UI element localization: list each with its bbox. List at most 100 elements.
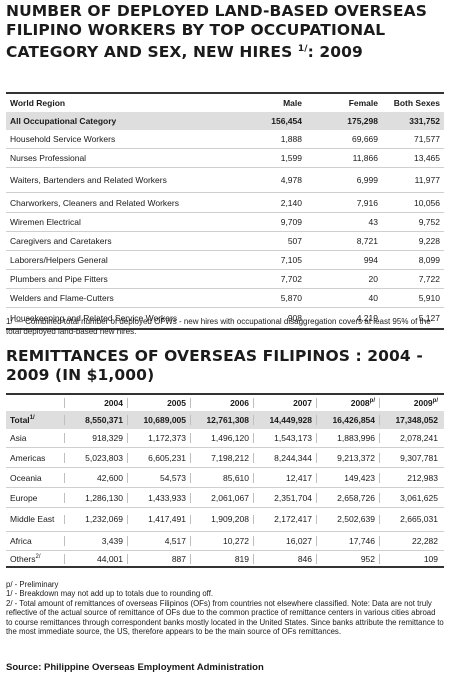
row-label: Welders and Flame-Cutters: [10, 293, 114, 303]
row-male: 9,709: [280, 217, 302, 227]
cell-value: 3,439: [64, 536, 127, 546]
total-value: 12,761,308: [190, 415, 253, 425]
row-label: Wiremen Electrical: [10, 217, 81, 227]
table-row: Wiremen Electrical 9,709 43 9,752: [6, 213, 444, 232]
table1-footnote: 1/ — Combined total number of deployed O…: [6, 317, 431, 336]
note-others: 2/ - Total amount of remittances of over…: [6, 598, 444, 637]
row-male: 7,105: [280, 255, 302, 265]
cell-value: 54,573: [127, 472, 190, 483]
others-footnote-mark: 2/: [35, 553, 41, 560]
cell-value: 2,172,417: [253, 515, 316, 524]
table-row: Waiters, Bartenders and Related Workers 4…: [6, 168, 444, 193]
year-label: 2007: [293, 398, 312, 408]
table2-title: REMITTANCES OF OVERSEAS FILIPINOS : 2004…: [6, 347, 423, 384]
cell-value: 846: [253, 553, 316, 564]
table-row: Household Service Workers 1,888 69,669 71,5…: [6, 130, 444, 149]
row-both: 9,228: [418, 236, 440, 246]
row-both: 5,910: [418, 293, 440, 303]
row-label: Charworkers, Cleaners and Related Worker…: [10, 197, 179, 208]
cell-value: 1,496,120: [190, 433, 253, 443]
cell-value: 5,023,803: [64, 452, 127, 463]
year-footnote-mark: p/: [369, 398, 375, 405]
region-label: Africa: [10, 536, 32, 546]
year-label: 2009: [413, 398, 433, 408]
row-female: 994: [363, 255, 378, 265]
row-male: 7,702: [280, 274, 302, 284]
row-female: 6,999: [356, 175, 378, 185]
header-year: 2008p/: [316, 398, 379, 408]
row-label: Plumbers and Pipe Fitters: [10, 274, 108, 284]
row-female: 4,219: [356, 313, 378, 323]
table1-header-row: World Region Male Female Both Sexes: [6, 94, 444, 112]
table-row: Europe 1,286,130 1,433,933 2,061,067 2,3…: [6, 488, 444, 508]
row-label: Caregivers and Caretakers: [10, 236, 112, 246]
row-both: 10,056: [414, 197, 440, 208]
row-label: Laborers/Helpers General: [10, 255, 108, 265]
table-row: Nurses Professional 1,599 11,866 13,465: [6, 149, 444, 168]
cell-value: 1,543,173: [253, 433, 316, 443]
row-both: 7,722: [418, 274, 440, 284]
cell-value: 1,172,373: [127, 433, 190, 443]
cell-value: 1,433,933: [127, 492, 190, 503]
table2-top-rule: [6, 393, 444, 395]
table-row: Welders and Flame-Cutters 5,870 40 5,910: [6, 289, 444, 308]
year-footnote-mark: p/: [432, 398, 438, 405]
region-label: Oceania: [10, 472, 42, 483]
note-preliminary: p/ - Preliminary: [6, 580, 59, 589]
cell-value: 1,286,130: [64, 492, 127, 503]
region-label: Middle East: [10, 514, 55, 524]
cell-value: 1,909,208: [190, 515, 253, 524]
cell-value: 109: [379, 553, 442, 564]
cell-value: 887: [127, 553, 190, 564]
cell-value: 952: [316, 553, 379, 564]
row-male: 908: [287, 313, 302, 323]
cell-value: 22,282: [379, 536, 442, 546]
cell-value: 2,658,726: [316, 492, 379, 503]
cell-value: 10,272: [190, 536, 253, 546]
year-label: 2006: [230, 398, 249, 408]
total-both: 331,752: [409, 116, 440, 126]
year-label: 2005: [167, 398, 186, 408]
total-value: 8,550,371: [64, 415, 127, 425]
row-male: 1,888: [280, 134, 302, 144]
total-label: Total1/: [6, 415, 64, 425]
cell-value: 2,502,639: [316, 515, 379, 524]
table2-notes: p/ - Preliminary 1/ - Breakdown may not …: [6, 580, 444, 636]
region-label: Asia: [10, 433, 27, 443]
cell-value: 7,198,212: [190, 452, 253, 463]
row-male: 5,870: [280, 293, 302, 303]
row-both: 71,577: [414, 134, 440, 144]
row-label: Nurses Professional: [10, 153, 87, 163]
cell-value: 1,417,491: [127, 515, 190, 524]
cell-value: 6,605,231: [127, 452, 190, 463]
row-male: 2,140: [280, 197, 302, 208]
table-row: Laborers/Helpers General 7,105 994 8,099: [6, 251, 444, 270]
table-row: Others2/ 44,001 887 819 846 952 109: [6, 551, 444, 568]
cell-value: 42,600: [64, 472, 127, 483]
table-row: Housekeeping and Related Service Workers…: [6, 308, 444, 330]
total-value: 16,426,854: [316, 415, 379, 425]
region-label: Others2/: [6, 554, 64, 564]
cell-value: 9,307,781: [379, 452, 442, 463]
header-world-region: World Region: [10, 98, 66, 108]
row-both: 11,977: [414, 175, 440, 185]
total-footnote-mark: 1/: [29, 415, 35, 422]
cell-value: 16,027: [253, 536, 316, 546]
total-male: 156,454: [271, 116, 302, 126]
region-label: Europe: [10, 492, 38, 503]
year-label: 2004: [104, 398, 123, 408]
cell-value: 44,001: [64, 553, 127, 564]
cell-value: 212,983: [379, 472, 442, 483]
remittances-table: 2004 2005 2006 2007 2008p/ 2009p/ Total1…: [6, 393, 444, 568]
row-female: 20: [368, 274, 378, 284]
table-row: Middle East 1,232,069 1,417,491 1,909,20…: [6, 508, 444, 532]
source-line: Source: Philippine Overseas Employment A…: [6, 662, 264, 673]
cell-value: 149,423: [316, 472, 379, 483]
table2-header-row: 2004 2005 2006 2007 2008p/ 2009p/: [6, 395, 444, 411]
row-female: 7,916: [356, 197, 378, 208]
cell-value: 3,061,625: [379, 492, 442, 503]
table1-total-row: All Occupational Category 156,454 175,29…: [6, 112, 444, 130]
header-male: Male: [283, 98, 302, 108]
cell-value: 17,746: [316, 536, 379, 546]
cell-value: 819: [190, 553, 253, 564]
